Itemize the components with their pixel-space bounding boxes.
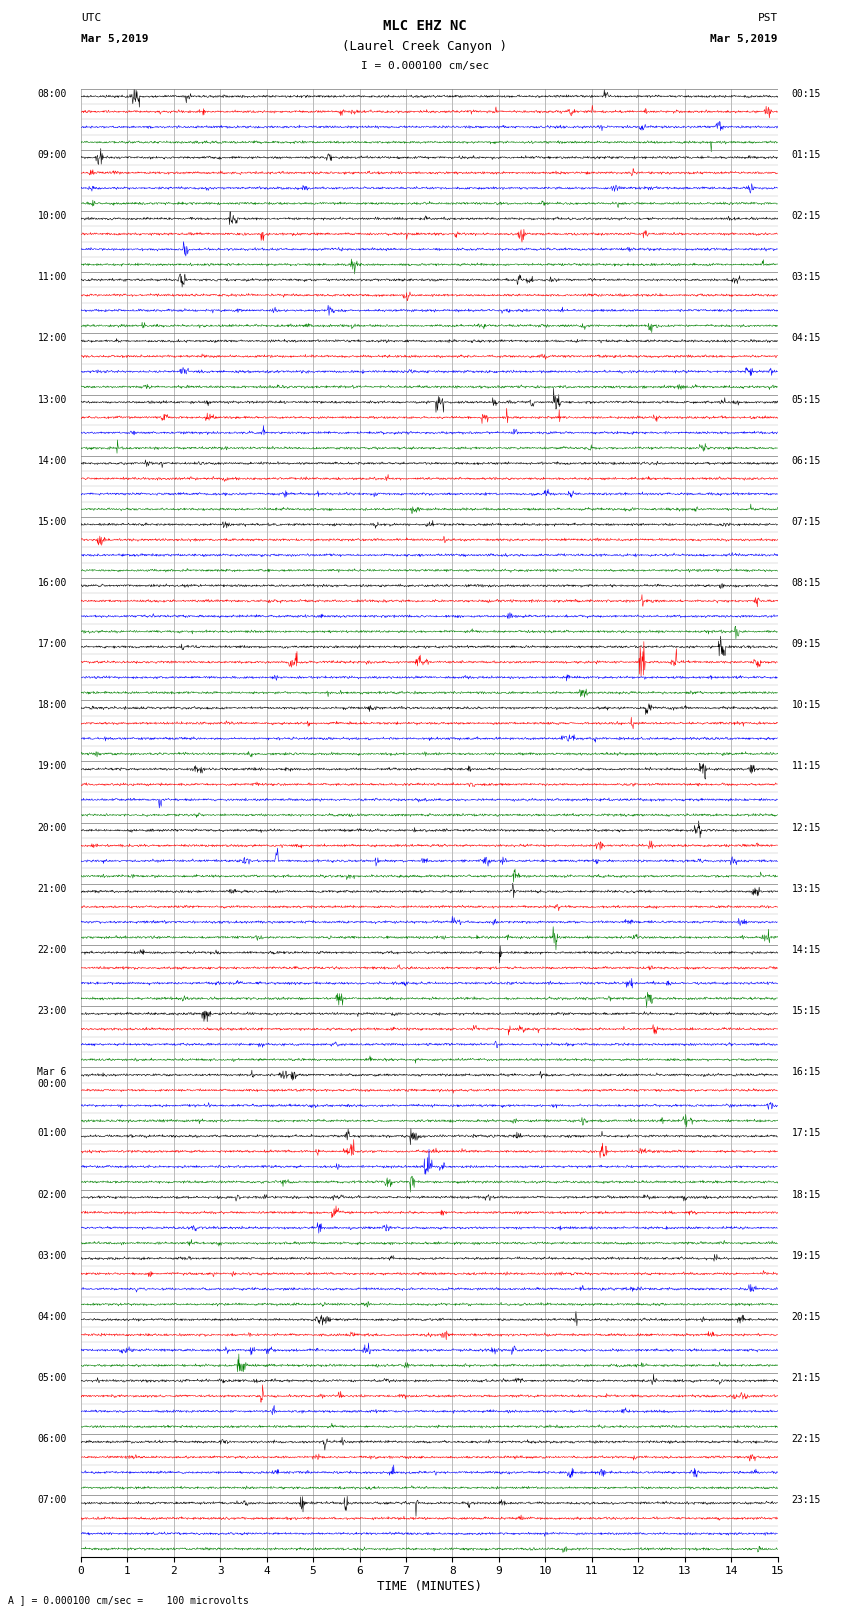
Text: 05:00: 05:00 <box>37 1373 67 1382</box>
Text: 22:15: 22:15 <box>791 1434 821 1444</box>
Text: 13:00: 13:00 <box>37 395 67 405</box>
Text: 12:15: 12:15 <box>791 823 821 832</box>
Text: 04:15: 04:15 <box>791 334 821 344</box>
Text: 23:00: 23:00 <box>37 1007 67 1016</box>
Text: 20:15: 20:15 <box>791 1311 821 1323</box>
Text: 06:15: 06:15 <box>791 456 821 466</box>
Text: 21:15: 21:15 <box>791 1373 821 1382</box>
Text: 03:00: 03:00 <box>37 1250 67 1261</box>
Text: Mar 6
00:00: Mar 6 00:00 <box>37 1068 67 1089</box>
Text: 12:00: 12:00 <box>37 334 67 344</box>
Text: 13:15: 13:15 <box>791 884 821 894</box>
Text: 02:00: 02:00 <box>37 1190 67 1200</box>
Text: 23:15: 23:15 <box>791 1495 821 1505</box>
Text: 14:15: 14:15 <box>791 945 821 955</box>
Text: 01:15: 01:15 <box>791 150 821 160</box>
Text: 17:15: 17:15 <box>791 1129 821 1139</box>
Text: UTC: UTC <box>81 13 101 23</box>
Text: 11:00: 11:00 <box>37 273 67 282</box>
Text: 10:15: 10:15 <box>791 700 821 710</box>
Text: 11:15: 11:15 <box>791 761 821 771</box>
Text: 07:00: 07:00 <box>37 1495 67 1505</box>
Text: Mar 5,2019: Mar 5,2019 <box>81 34 148 44</box>
Text: 15:15: 15:15 <box>791 1007 821 1016</box>
Text: 08:00: 08:00 <box>37 89 67 98</box>
Text: 18:00: 18:00 <box>37 700 67 710</box>
Text: 09:15: 09:15 <box>791 639 821 648</box>
Text: 07:15: 07:15 <box>791 516 821 527</box>
Text: 08:15: 08:15 <box>791 577 821 589</box>
Text: A ] = 0.000100 cm/sec =    100 microvolts: A ] = 0.000100 cm/sec = 100 microvolts <box>8 1595 249 1605</box>
Text: 04:00: 04:00 <box>37 1311 67 1323</box>
Text: 10:00: 10:00 <box>37 211 67 221</box>
Text: 00:15: 00:15 <box>791 89 821 98</box>
Text: 09:00: 09:00 <box>37 150 67 160</box>
Text: PST: PST <box>757 13 778 23</box>
Text: 21:00: 21:00 <box>37 884 67 894</box>
Text: 03:15: 03:15 <box>791 273 821 282</box>
Text: 19:00: 19:00 <box>37 761 67 771</box>
Text: 05:15: 05:15 <box>791 395 821 405</box>
Text: 20:00: 20:00 <box>37 823 67 832</box>
Text: Mar 5,2019: Mar 5,2019 <box>711 34 778 44</box>
Text: 18:15: 18:15 <box>791 1190 821 1200</box>
Text: 14:00: 14:00 <box>37 456 67 466</box>
Text: 15:00: 15:00 <box>37 516 67 527</box>
Text: 06:00: 06:00 <box>37 1434 67 1444</box>
Text: I = 0.000100 cm/sec: I = 0.000100 cm/sec <box>361 61 489 71</box>
X-axis label: TIME (MINUTES): TIME (MINUTES) <box>377 1581 482 1594</box>
Text: 16:00: 16:00 <box>37 577 67 589</box>
Text: 02:15: 02:15 <box>791 211 821 221</box>
Text: 17:00: 17:00 <box>37 639 67 648</box>
Text: (Laurel Creek Canyon ): (Laurel Creek Canyon ) <box>343 40 507 53</box>
Text: MLC EHZ NC: MLC EHZ NC <box>383 19 467 34</box>
Text: 22:00: 22:00 <box>37 945 67 955</box>
Text: 16:15: 16:15 <box>791 1068 821 1077</box>
Text: 19:15: 19:15 <box>791 1250 821 1261</box>
Text: 01:00: 01:00 <box>37 1129 67 1139</box>
